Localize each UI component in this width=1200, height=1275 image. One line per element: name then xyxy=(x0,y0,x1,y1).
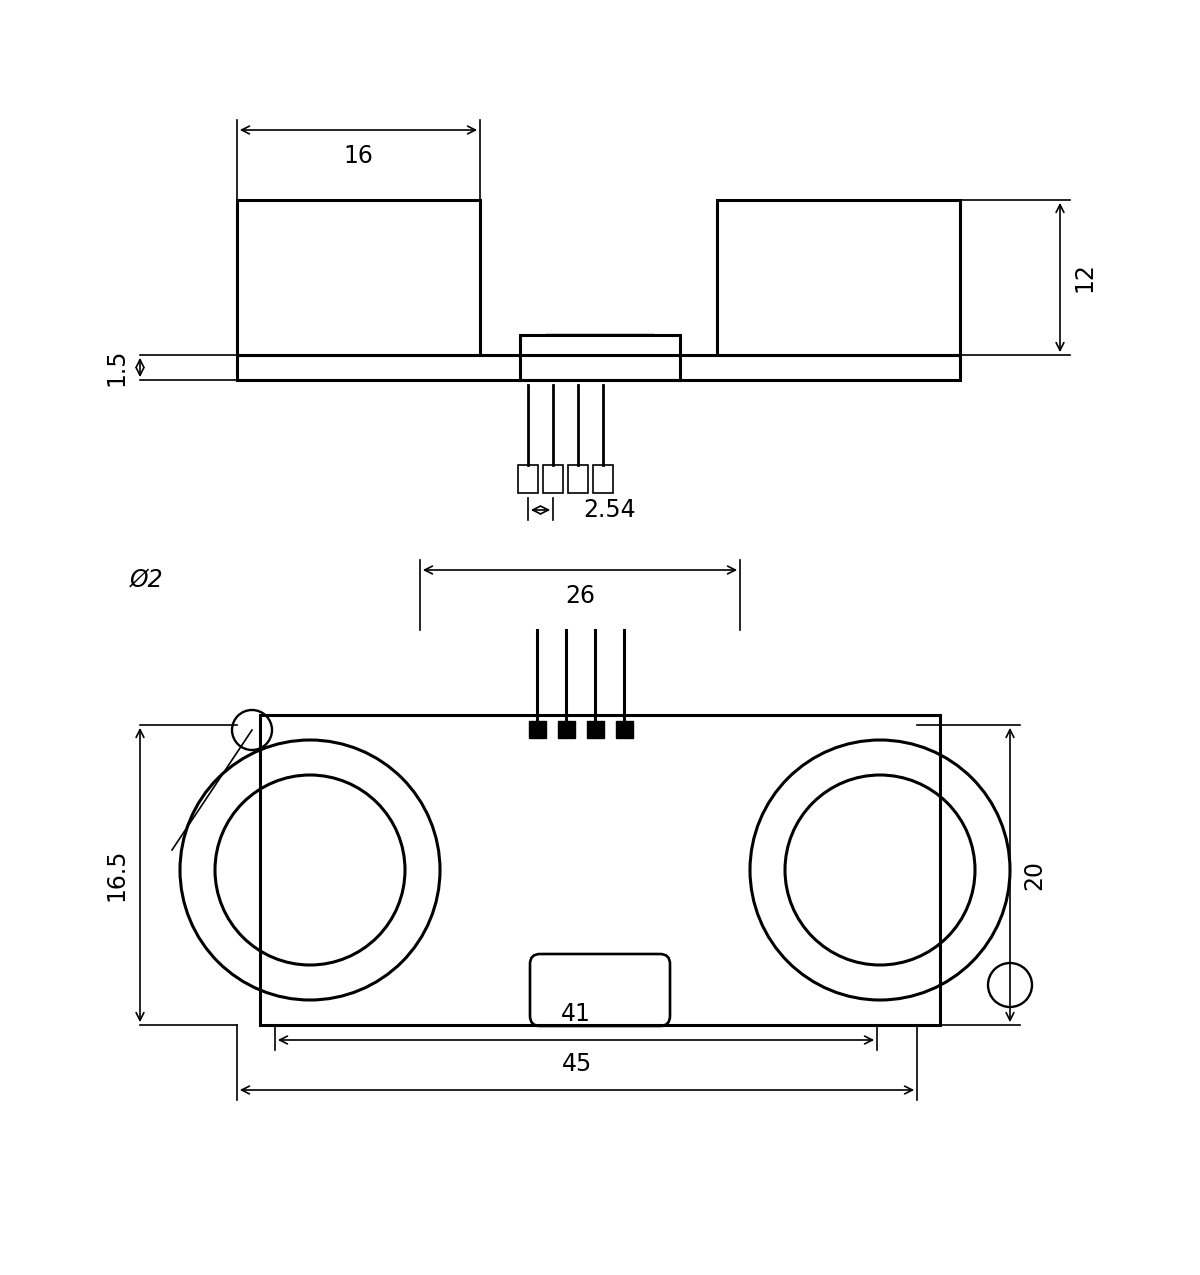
Bar xyxy=(518,465,538,493)
Bar xyxy=(568,465,588,493)
Text: Ø2: Ø2 xyxy=(130,567,163,592)
Text: 2.54: 2.54 xyxy=(583,499,636,521)
Bar xyxy=(718,200,960,354)
Text: 26: 26 xyxy=(565,584,595,608)
Text: 16: 16 xyxy=(343,144,373,168)
Bar xyxy=(558,720,575,738)
Text: 1.5: 1.5 xyxy=(104,349,128,386)
Bar xyxy=(529,720,546,738)
Bar xyxy=(542,465,563,493)
Text: 20: 20 xyxy=(1022,861,1046,890)
Bar xyxy=(593,465,613,493)
Bar xyxy=(616,720,634,738)
Text: 12: 12 xyxy=(1072,263,1096,292)
Bar xyxy=(260,715,940,1025)
Text: 16.5: 16.5 xyxy=(104,849,128,901)
Bar xyxy=(587,720,604,738)
Bar xyxy=(238,354,960,380)
Text: 45: 45 xyxy=(562,1052,592,1076)
Text: 41: 41 xyxy=(562,1002,590,1026)
Bar xyxy=(238,200,480,354)
Bar xyxy=(520,335,680,380)
